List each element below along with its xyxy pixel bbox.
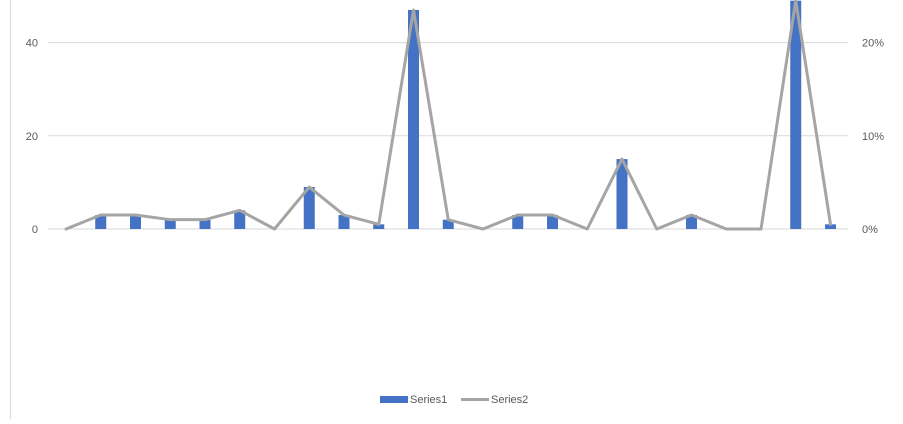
bar xyxy=(686,215,697,229)
bar xyxy=(512,215,524,229)
primary-tick-label: 20 xyxy=(26,131,38,143)
secondary-tick-label: 10% xyxy=(862,131,884,143)
bar xyxy=(616,159,628,229)
legend-swatch-series1 xyxy=(380,396,408,403)
gridlines xyxy=(48,42,848,230)
bar xyxy=(95,215,107,229)
bar xyxy=(199,219,211,229)
bar xyxy=(373,224,385,229)
legend: Series1 Series2 xyxy=(380,394,528,406)
secondary-axis-ticks: 0% 10% 20% xyxy=(862,38,884,236)
line-series xyxy=(64,0,832,231)
legend-label-series2: Series2 xyxy=(491,394,528,406)
bar xyxy=(408,9,419,230)
secondary-tick-label: 20% xyxy=(862,38,884,50)
bar xyxy=(442,219,454,229)
bar xyxy=(790,0,802,229)
bar xyxy=(130,215,141,229)
bar-series xyxy=(95,0,836,230)
bar xyxy=(825,224,836,229)
bar xyxy=(547,215,558,229)
bar xyxy=(303,187,315,229)
primary-tick-label: 40 xyxy=(26,38,38,50)
legend-label-series1: Series1 xyxy=(410,394,447,406)
primary-axis-ticks: 0 20 40 xyxy=(26,38,38,236)
bar xyxy=(234,210,246,229)
primary-tick-label: 0 xyxy=(32,224,38,236)
chart-left-border xyxy=(10,0,11,419)
series-line xyxy=(64,0,832,231)
bar xyxy=(164,219,176,229)
bar xyxy=(338,215,350,229)
secondary-tick-label: 0% xyxy=(862,224,878,236)
